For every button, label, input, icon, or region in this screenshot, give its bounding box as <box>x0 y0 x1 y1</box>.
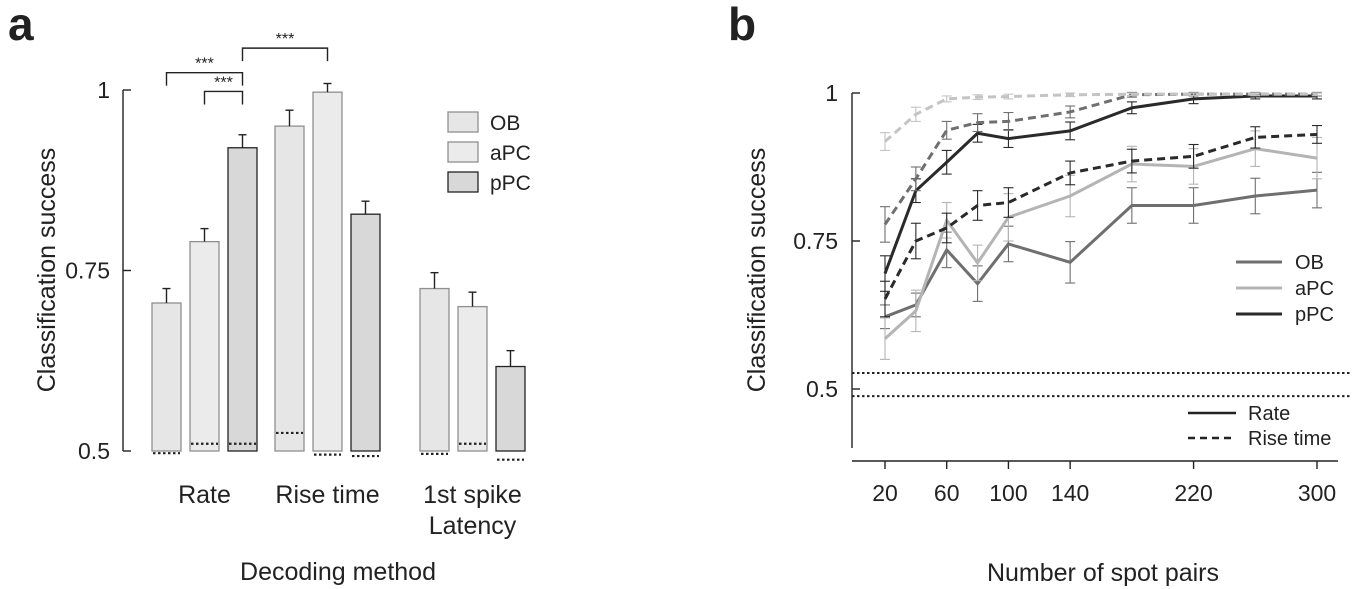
panel-a-significance-label: *** <box>214 74 233 91</box>
panel-a-bar <box>274 125 305 452</box>
panel-a-x-axis-label: Decoding method <box>240 558 436 586</box>
panel-a-bar <box>227 147 258 452</box>
panel-a-bar <box>419 287 450 452</box>
panel-b-line-chart: 0.5 0.75 1 20 60 100 140 220 300 OB aPC pPC Rate Rise… <box>793 80 1352 506</box>
panel-b-y-axis-label: Classification success <box>743 148 771 393</box>
panel-b-x-tick-label: 100 <box>989 480 1027 506</box>
panel-a-significance-label: *** <box>195 56 214 73</box>
panel-a-y-tick-label: 1 <box>97 77 110 103</box>
panel-b-x-tick-label: 20 <box>872 480 898 506</box>
panel-b-series-line <box>883 147 1318 340</box>
panel-a-significance-bracket <box>165 71 244 86</box>
panel-a-legend-label: pPC <box>490 172 531 195</box>
panel-b-x-axis-label: Number of spot pairs <box>987 559 1219 587</box>
panel-b-legend-style-label: Rate <box>1248 403 1290 425</box>
panel-a-bar <box>189 240 220 452</box>
panel-b-y-tick-label: 1 <box>825 80 838 106</box>
panel-b-series-line <box>883 94 1317 275</box>
panel-b-label: b <box>728 0 756 50</box>
panel-a-legend-label: OB <box>490 112 520 135</box>
panel-a-label: a <box>8 0 34 50</box>
panel-a-legend-swatch <box>447 141 479 163</box>
panel-b-series-line <box>883 132 1318 300</box>
panel-a-legend-label: aPC <box>490 142 531 165</box>
panel-b-legend-color-label: aPC <box>1295 278 1334 300</box>
panel-a-y-tick-label: 0.75 <box>65 258 110 284</box>
panel-b-series-line <box>884 92 1317 143</box>
panel-a-bar <box>495 365 526 452</box>
panel-b-y-tick-label: 0.75 <box>793 228 838 254</box>
panel-a-category-label: Rise time <box>275 481 379 509</box>
panel-b-series-line <box>884 188 1318 319</box>
panel-a-bar <box>312 91 343 452</box>
panel-a-bar <box>350 213 381 452</box>
panel-b-x-tick-label: 140 <box>1051 480 1089 506</box>
panel-a-significance-bracket <box>203 90 244 105</box>
panel-b-x-tick-label: 300 <box>1298 480 1336 506</box>
panel-a-bar-chart: 0.5 0.75 1 Rate Rise time 1st spike Latency ***… <box>65 31 531 540</box>
panel-a-y-tick-label: 0.5 <box>78 438 110 464</box>
panel-b-legend-style-label: Rise time <box>1248 428 1331 450</box>
panel-a-significance-label: *** <box>276 31 295 48</box>
panel-b-legend-color-label: OB <box>1295 252 1324 274</box>
panel-b-legend-color-label: pPC <box>1295 304 1334 326</box>
panel-b-x-tick-label: 220 <box>1174 480 1212 506</box>
panel-a-y-axis-label: Classification success <box>33 148 61 393</box>
panel-a-category-label: Rate <box>178 481 231 509</box>
panel-b-y-tick-label: 0.5 <box>806 376 838 402</box>
panel-a-legend-swatch <box>447 171 479 193</box>
panel-a-significance-bracket <box>241 47 329 62</box>
panel-b-x-tick-label: 60 <box>934 480 960 506</box>
panel-a-bar <box>151 302 182 452</box>
panel-a-legend-swatch <box>447 111 479 133</box>
panel-a-bar <box>457 305 488 452</box>
panel-a-category-label: 1st spike Latency <box>423 481 522 540</box>
